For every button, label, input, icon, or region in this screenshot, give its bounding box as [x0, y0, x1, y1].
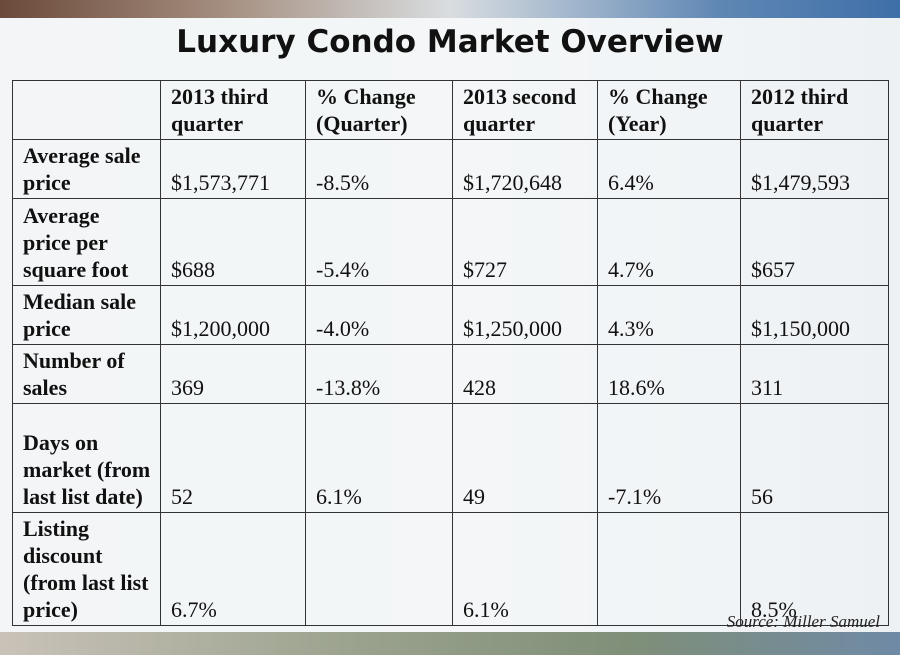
header-cell: % Change (Quarter) — [305, 80, 453, 140]
row-label: Median sale price — [12, 285, 161, 345]
table-cell: 6.4% — [597, 139, 741, 199]
table-row: Number of sales 369 -13.8% 428 18.6% 311 — [12, 344, 889, 404]
header-cell — [12, 80, 161, 140]
table-cell: -13.8% — [305, 344, 453, 404]
table-cell: 6.1% — [452, 512, 598, 626]
table-cell: 428 — [452, 344, 598, 404]
table-cell: -5.4% — [305, 198, 453, 286]
table-cell: $1,479,593 — [740, 139, 889, 199]
row-label: Days on market (from last list date) — [12, 403, 161, 513]
header-cell: 2013 second quarter — [452, 80, 598, 140]
table-cell: $727 — [452, 198, 598, 286]
table-cell: 4.7% — [597, 198, 741, 286]
background-band — [0, 0, 900, 18]
table-cell — [305, 512, 453, 626]
table-cell: 4.3% — [597, 285, 741, 345]
table-row: Average price per square foot $688 -5.4% $7… — [12, 198, 889, 286]
header-cell: 2012 third quarter — [740, 80, 889, 140]
table-cell: 49 — [452, 403, 598, 513]
row-label: Listing discount (from last list price) — [12, 512, 161, 626]
table-cell: $688 — [160, 198, 306, 286]
table-cell: 6.1% — [305, 403, 453, 513]
table-cell: 18.6% — [597, 344, 741, 404]
row-label: Average price per square foot — [12, 198, 161, 286]
header-cell: 2013 third quarter — [160, 80, 306, 140]
table-row: Median sale price $1,200,000 -4.0% $1,250,0… — [12, 285, 889, 345]
table-cell — [597, 512, 741, 626]
source-note: Source: Miller Samuel — [726, 612, 880, 631]
table-cell: $1,573,771 — [160, 139, 306, 199]
table-cell: -7.1% — [597, 403, 741, 513]
data-table: 2013 third quarter% Change (Quarter) 2013… — [12, 80, 889, 626]
table-cell: -8.5% — [305, 139, 453, 199]
table-cell: $657 — [740, 198, 889, 286]
header-row: 2013 third quarter% Change (Quarter) 2013… — [12, 80, 889, 140]
table-cell: $1,200,000 — [160, 285, 306, 345]
table-cell: $1,150,000 — [740, 285, 889, 345]
table-cell: 8.5% — [740, 512, 889, 626]
table-cell: 6.7% — [160, 512, 306, 626]
table-cell: 56 — [740, 403, 889, 513]
header-cell: % Change (Year) — [597, 80, 741, 140]
row-label: Number of sales — [12, 344, 161, 404]
row-label: Average sale price — [12, 139, 161, 199]
table-cell: $1,720,648 — [452, 139, 598, 199]
table-row: Days on market (from last list date) 52 6.… — [12, 403, 889, 513]
table-cell: -4.0% — [305, 285, 453, 345]
table-cell: 311 — [740, 344, 889, 404]
table-row: Average sale price $1,573,771 -8.5% $1,720,… — [12, 139, 889, 199]
table-row: Listing discount (from last list price) 6… — [12, 512, 889, 626]
table-cell: 52 — [160, 403, 306, 513]
table-cell: 369 — [160, 344, 306, 404]
title: Luxury Condo Market Overview — [176, 24, 724, 60]
background-band — [0, 632, 900, 655]
table-cell: $1,250,000 — [452, 285, 598, 345]
